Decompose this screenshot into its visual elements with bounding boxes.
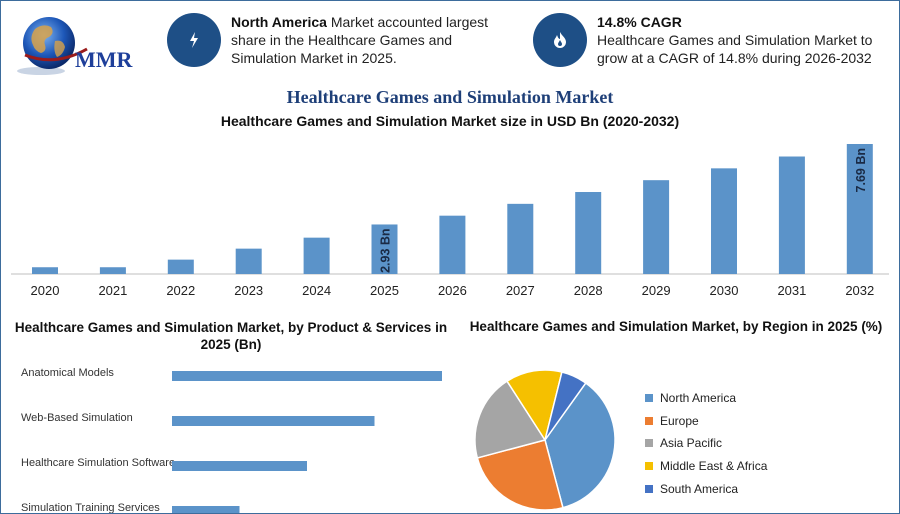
north-america-card: North America Market accounted largest s…	[167, 13, 517, 67]
bar-2030	[711, 168, 737, 274]
region-pie-chart	[474, 369, 616, 511]
x-tick-label: 2032	[845, 283, 874, 298]
x-tick-label: 2030	[710, 283, 739, 298]
product-category-label: Healthcare Simulation Software	[21, 457, 175, 469]
bar-2027	[507, 203, 534, 274]
bar-2028	[575, 192, 602, 274]
legend-swatch	[645, 462, 653, 471]
bar-2029	[643, 180, 670, 274]
x-tick-label: 2026	[438, 283, 467, 298]
legend-item: South America	[645, 477, 767, 500]
bar-2024	[303, 237, 330, 274]
market-size-bar-chart: 2020 2021 2022 2023 2024 2025 2.93 Bn 2026 2027 2…	[11, 144, 889, 298]
main-title: Healthcare Games and Simulation Market	[286, 87, 614, 107]
product-category-label: Web-Based Simulation	[21, 412, 133, 424]
bar-2022	[167, 259, 194, 274]
bar-2021	[99, 267, 126, 274]
x-tick-label: 2021	[98, 283, 127, 298]
product-category-label: Simulation Training Services	[21, 502, 160, 514]
product-bar	[172, 506, 240, 513]
bar-2032	[846, 144, 873, 274]
bar-2026	[439, 215, 466, 274]
x-tick-label: 2031	[777, 283, 806, 298]
legend-swatch	[645, 394, 653, 403]
pie-slice-asia-pacific	[474, 380, 547, 459]
product-services-bar-chart: Anatomical Models Web-Based Simulation Hea…	[21, 367, 442, 514]
legend-item: Asia Pacific	[645, 432, 767, 455]
product-bar	[172, 416, 375, 426]
legend-swatch	[645, 416, 653, 425]
bar-2020	[32, 267, 58, 274]
bar-data-label: 7.69 Bn	[854, 148, 868, 192]
cagr-text: 14.8% CAGR Healthcare Games and Simulatio…	[597, 14, 873, 66]
lightning-icon	[167, 13, 221, 67]
x-tick-label: 2024	[302, 283, 331, 298]
bar-2031	[778, 156, 805, 274]
product-category-label: Anatomical Models	[21, 367, 114, 379]
globe-icon	[17, 17, 88, 75]
x-tick-label: 2027	[506, 283, 535, 298]
pie-slice-north-america	[544, 382, 616, 509]
cagr-card: 14.8% CAGR Healthcare Games and Simulatio…	[533, 13, 893, 67]
x-tick-label: 2029	[642, 283, 671, 298]
bar-data-label: 2.93 Bn	[379, 228, 393, 272]
logo-text: MMR	[75, 47, 133, 72]
region-chart-title: Healthcare Games and Simulation Market, …	[469, 319, 883, 334]
mmr-logo: MMR	[15, 11, 145, 79]
legend-swatch	[645, 439, 653, 448]
pie-legend: North America Europe Asia Pacific Middle Ea…	[645, 387, 767, 500]
x-tick-label: 2028	[574, 283, 603, 298]
legend-item: Europe	[645, 410, 767, 433]
x-tick-label: 2025	[370, 283, 399, 298]
x-tick-label: 2022	[166, 283, 195, 298]
x-tick-label: 2023	[234, 283, 263, 298]
legend-label: Middle East & Africa	[660, 459, 768, 474]
pie-slice-middle-east-africa	[506, 369, 563, 442]
bar-2023	[235, 248, 262, 274]
legend-label: South America	[660, 481, 739, 496]
legend-label: Europe	[660, 413, 699, 428]
product-bar	[172, 461, 307, 471]
legend-label: North America	[660, 391, 737, 406]
bar-chart-title: Healthcare Games and Simulation Market s…	[220, 113, 680, 129]
legend-item: North America	[645, 387, 767, 410]
legend-swatch	[645, 484, 653, 493]
flame-icon	[533, 13, 587, 67]
bar-2025	[371, 224, 398, 274]
legend-label: Asia Pacific	[660, 436, 723, 451]
pie-slice-south-america	[544, 371, 587, 441]
x-tick-label: 2020	[31, 283, 60, 298]
product-chart-title: Healthcare Games and Simulation Market, …	[14, 320, 448, 352]
pie-slice-europe	[476, 439, 564, 511]
legend-item: Middle East & Africa	[645, 455, 767, 478]
product-bar	[172, 371, 442, 381]
north-america-text: North America Market accounted largest s…	[231, 14, 489, 66]
